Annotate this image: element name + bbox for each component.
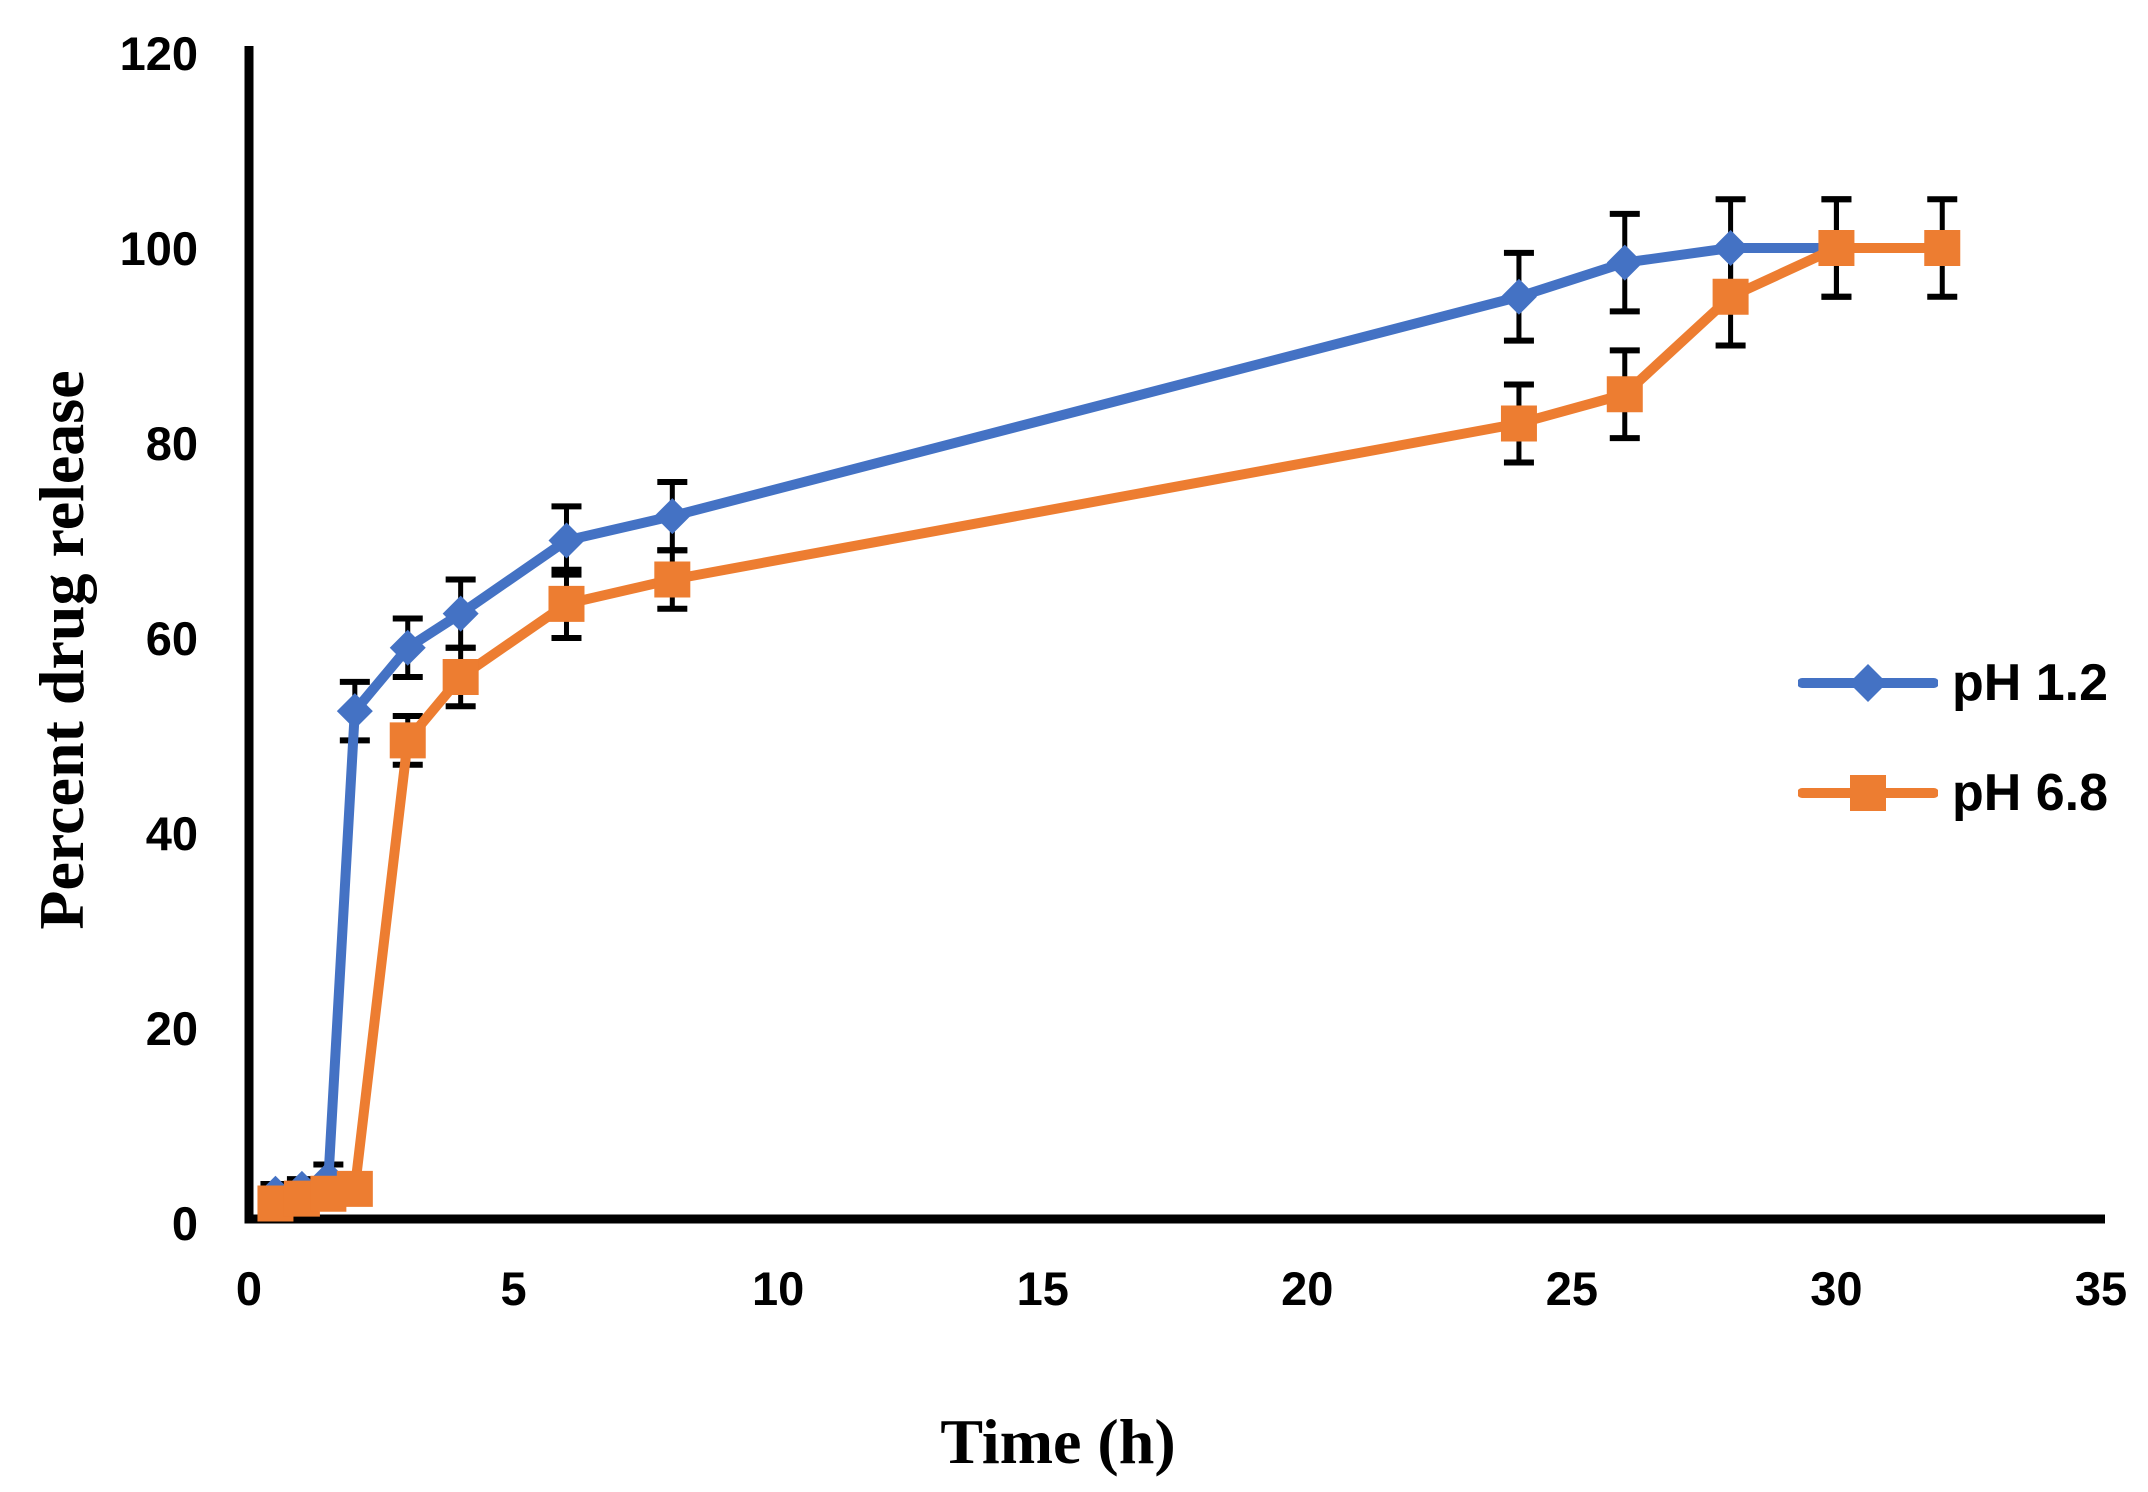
legend-label: pH 1.2 bbox=[1952, 654, 2109, 712]
x-axis-title: Time (h) bbox=[940, 1406, 1176, 1477]
legend: pH 1.2 pH 6.8 bbox=[1798, 648, 2108, 828]
legend-diamond-marker-icon bbox=[1798, 664, 1938, 702]
svg-text:20: 20 bbox=[1281, 1262, 1333, 1315]
svg-text:40: 40 bbox=[146, 807, 198, 860]
svg-text:30: 30 bbox=[1810, 1262, 1862, 1315]
svg-text:100: 100 bbox=[120, 222, 198, 275]
svg-text:35: 35 bbox=[2075, 1262, 2127, 1315]
svg-text:60: 60 bbox=[146, 612, 198, 665]
svg-text:25: 25 bbox=[1546, 1262, 1598, 1315]
svg-text:0: 0 bbox=[236, 1262, 262, 1315]
svg-text:15: 15 bbox=[1017, 1262, 1069, 1315]
legend-item-ph-6-8: pH 6.8 bbox=[1798, 758, 2108, 828]
svg-text:10: 10 bbox=[752, 1262, 804, 1315]
legend-item-ph-1-2: pH 1.2 bbox=[1798, 648, 2108, 718]
y-axis-title: Percent drug release bbox=[26, 370, 97, 930]
svg-text:0: 0 bbox=[172, 1197, 198, 1250]
svg-text:120: 120 bbox=[120, 27, 198, 80]
svg-text:5: 5 bbox=[501, 1262, 527, 1315]
svg-text:80: 80 bbox=[146, 417, 198, 470]
svg-text:20: 20 bbox=[146, 1002, 198, 1055]
legend-label: pH 6.8 bbox=[1952, 764, 2109, 822]
legend-square-marker-icon bbox=[1798, 775, 1938, 811]
